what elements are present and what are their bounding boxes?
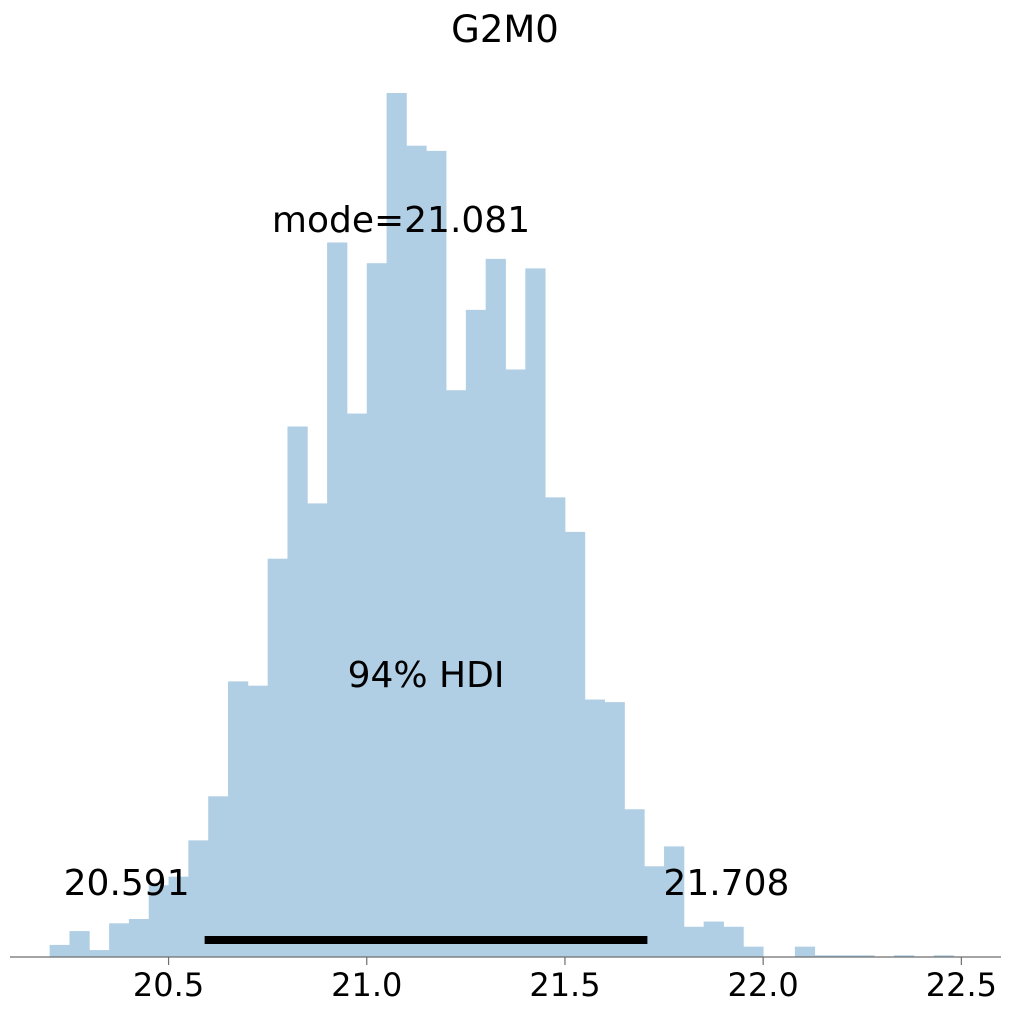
histogram-bar — [69, 931, 90, 957]
chart-title: G2M0 — [451, 8, 559, 51]
histogram-bar — [287, 426, 308, 957]
histogram-bar — [564, 531, 586, 957]
histogram-bar — [49, 944, 70, 957]
histogram-bar — [525, 268, 546, 958]
histogram-bar — [267, 558, 288, 957]
histogram-bar — [89, 950, 110, 957]
histogram-bar — [743, 946, 764, 957]
histogram-bar — [465, 309, 487, 957]
x-tick-label: 21.5 — [529, 966, 600, 1004]
histogram-bar — [386, 93, 407, 957]
histogram-bar — [893, 955, 915, 957]
histogram-bar — [485, 258, 506, 957]
histogram-bar — [446, 390, 467, 957]
histogram-bar — [247, 685, 269, 957]
histogram-bar — [683, 926, 705, 957]
histogram-bar — [168, 876, 189, 957]
histogram-bar — [366, 263, 387, 957]
hdi-label: 94% HDI — [348, 655, 505, 696]
hdi-low-label: 20.591 — [64, 863, 190, 904]
hdi-high-label: 21.708 — [663, 863, 789, 904]
histogram-bar — [188, 840, 209, 957]
histogram-bar — [406, 145, 427, 958]
histogram-bar — [933, 955, 954, 957]
histogram-bar — [327, 242, 348, 958]
histogram-bar — [109, 923, 130, 957]
x-tick-label: 22.0 — [728, 966, 799, 1004]
histogram-bar — [723, 926, 744, 957]
histogram-bar — [664, 846, 685, 957]
histogram-bar — [814, 955, 875, 957]
histogram-bar — [604, 702, 625, 957]
histogram-bar — [128, 918, 150, 957]
histogram-bar — [426, 150, 447, 957]
histogram-bar — [228, 681, 249, 957]
histogram-bar — [644, 866, 665, 957]
histogram-bars — [49, 93, 954, 958]
histogram-bar — [346, 413, 368, 957]
histogram-bar — [148, 885, 169, 957]
x-tick-label: 22.5 — [926, 966, 997, 1004]
x-tick-label: 20.5 — [133, 966, 204, 1004]
x-tick-label: 21.0 — [331, 966, 402, 1004]
histogram-bar — [307, 503, 328, 957]
histogram-bar — [624, 809, 645, 957]
histogram-bar — [505, 369, 526, 958]
histogram-bar — [584, 699, 605, 957]
histogram-bar — [545, 497, 566, 957]
histogram-bar — [208, 796, 229, 957]
histogram-bar — [703, 921, 724, 957]
x-axis-ticks: 20.5 21.0 21.5 22.0 22.5 — [133, 957, 997, 1004]
histogram-bar — [794, 946, 816, 957]
mode-label: mode=21.081 — [272, 200, 530, 241]
